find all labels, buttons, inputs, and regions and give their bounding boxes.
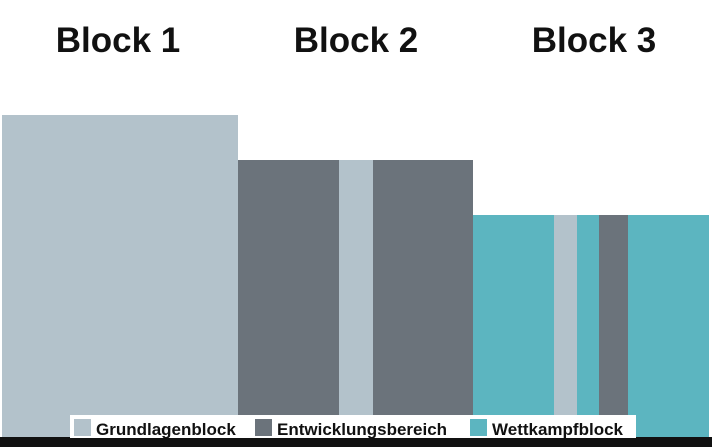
block-3-stripe: [554, 215, 577, 440]
block-title: Block 2: [294, 21, 419, 60]
legend-swatch: [470, 419, 487, 436]
legend-swatch: [74, 419, 91, 436]
legend-label: Grundlagenblock: [96, 420, 236, 439]
block-3-area: [473, 215, 709, 440]
legend-box: [70, 415, 636, 438]
base-bar: [0, 437, 712, 447]
legend-label: Wettkampfblock: [492, 420, 624, 439]
block-title: Block 1: [56, 21, 181, 60]
legend-swatch: [255, 419, 272, 436]
legend-label: Entwicklungsbereich: [277, 420, 447, 439]
block-title: Block 3: [532, 21, 657, 60]
block-1-area: [2, 115, 238, 440]
block-2-stripe: [339, 160, 373, 440]
block-3-stripe: [599, 215, 628, 440]
